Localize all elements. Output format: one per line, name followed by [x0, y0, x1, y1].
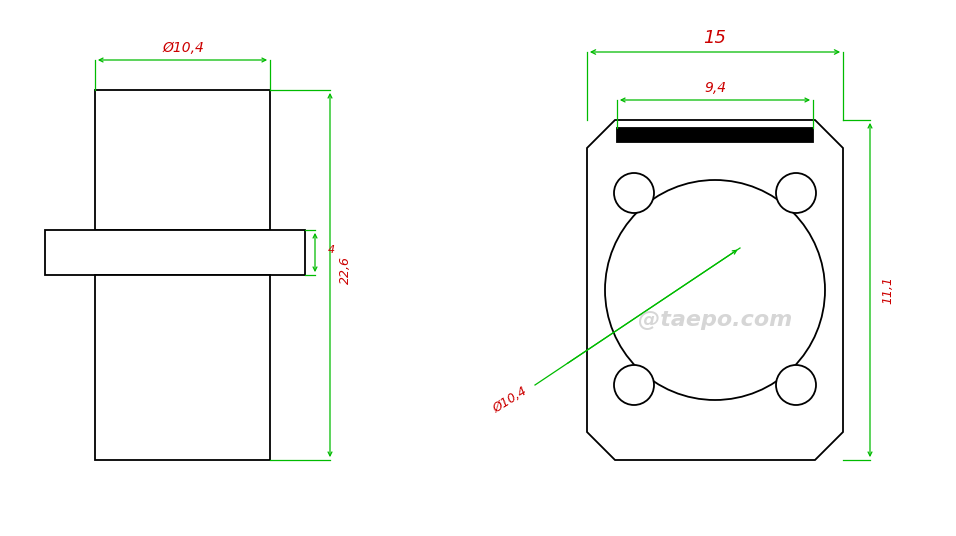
- Text: 11,1: 11,1: [881, 276, 895, 304]
- Text: @taepo.com: @taepo.com: [638, 310, 793, 330]
- Text: Ø10,4: Ø10,4: [163, 41, 204, 55]
- Circle shape: [614, 173, 654, 213]
- Bar: [45, 230, 305, 275]
- Bar: [95, 90, 270, 230]
- Bar: [617, 128, 813, 142]
- Text: Ø10,4: Ø10,4: [490, 384, 530, 415]
- Circle shape: [776, 173, 816, 213]
- Text: 15: 15: [704, 29, 727, 47]
- Circle shape: [605, 180, 825, 400]
- Circle shape: [614, 365, 654, 405]
- Text: 9,4: 9,4: [704, 81, 726, 95]
- Text: 4: 4: [328, 245, 336, 255]
- Text: 22,6: 22,6: [338, 256, 352, 284]
- Polygon shape: [587, 120, 843, 460]
- Bar: [95, 275, 270, 460]
- Circle shape: [776, 365, 816, 405]
